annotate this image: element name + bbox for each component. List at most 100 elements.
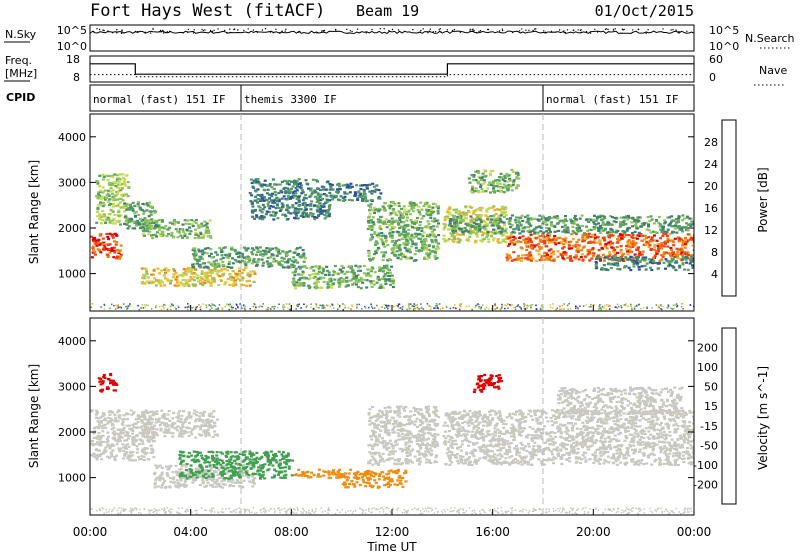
scatter-cell — [99, 425, 103, 428]
ground-scatter — [298, 303, 300, 305]
scatter-cell — [399, 252, 403, 255]
scatter-cell — [370, 285, 374, 288]
scatter-cell — [265, 199, 269, 202]
scatter-cell — [134, 422, 138, 425]
scatter-cell — [329, 279, 333, 282]
scatter-cell — [155, 221, 159, 224]
scatter-cell — [410, 233, 414, 236]
scatter-cell — [673, 237, 677, 240]
scatter-cell — [403, 208, 407, 211]
scatter-cell — [141, 202, 145, 206]
scatter-cell — [432, 250, 436, 253]
scatter-cell — [474, 232, 478, 235]
scatter-cell — [542, 255, 546, 258]
nsearch-point — [501, 29, 504, 32]
scatter-cell — [588, 259, 592, 262]
scatter-cell — [327, 271, 331, 274]
ground-scatter — [217, 307, 219, 309]
scatter-cell — [524, 242, 528, 245]
ground-scatter — [454, 304, 456, 306]
ground-scatter — [91, 303, 94, 305]
scatter-cell — [107, 416, 111, 419]
scatter-cell — [118, 249, 122, 252]
scatter-cell — [314, 265, 318, 268]
scatter-cell — [343, 191, 347, 194]
scatter-cell — [391, 282, 395, 285]
scatter-cell — [547, 217, 551, 220]
scatter-cell — [137, 201, 140, 204]
scatter-cell — [632, 265, 636, 268]
scatter-cell — [684, 239, 687, 242]
ground-scatter — [552, 307, 554, 309]
scatter-cell — [373, 271, 377, 274]
scatter-cell — [499, 220, 503, 223]
scatter-cell — [477, 225, 481, 228]
scatter-cell — [504, 227, 508, 230]
scatter-cell — [649, 215, 653, 218]
scatter-cell — [328, 212, 332, 215]
scatter-cell — [419, 201, 423, 204]
ground-scatter — [511, 304, 513, 306]
scatter-cell — [594, 219, 598, 222]
scatter-cell — [95, 454, 99, 457]
scatter-cell — [564, 236, 568, 239]
scatter-cell — [179, 234, 183, 237]
scatter-cell — [121, 199, 125, 202]
scatter-cell — [603, 259, 606, 262]
scatter-cell — [198, 263, 202, 266]
scatter-cell — [315, 209, 319, 212]
scatter-cell — [490, 218, 493, 221]
scatter-cell — [475, 228, 479, 231]
scatter-cell — [476, 182, 480, 185]
scatter-cell — [530, 255, 534, 258]
scatter-cell — [245, 257, 249, 260]
scatter-cell — [576, 247, 579, 250]
scatter-cell — [463, 212, 467, 215]
scatter-cell — [263, 189, 267, 192]
scatter-cell — [619, 257, 622, 260]
scatter-cell — [152, 227, 156, 230]
nsearch-point — [316, 32, 318, 34]
scatter-cell — [543, 220, 547, 223]
scatter-cell — [461, 233, 465, 236]
scatter-cell — [371, 221, 375, 224]
scatter-cell — [550, 224, 553, 227]
scatter-cell — [309, 208, 313, 211]
scatter-cell — [286, 251, 289, 254]
scatter-cell — [400, 221, 404, 224]
scatter-cell — [540, 217, 544, 221]
scatter-cell — [283, 213, 287, 216]
scatter-cell — [525, 237, 529, 240]
scatter-cell — [673, 227, 677, 230]
scatter-cell — [383, 264, 386, 268]
scatter-cell — [421, 235, 425, 238]
scatter-cell — [376, 275, 380, 279]
scatter-cell — [616, 262, 619, 265]
scatter-cell — [478, 214, 482, 217]
scatter-cell — [511, 170, 515, 173]
scatter-cell — [139, 225, 143, 228]
scatter-cell — [117, 180, 121, 183]
scatter-cell — [147, 215, 151, 218]
nsearch-point — [391, 28, 394, 31]
scatter-cell — [99, 189, 103, 192]
scatter-cell — [122, 206, 126, 209]
cpid-segments: normal (fast) 151 IF themis 3300 IF normal… — [93, 85, 678, 111]
scatter-cell — [149, 220, 153, 223]
scatter-cell — [411, 222, 415, 225]
scatter-cell — [111, 183, 115, 187]
scatter-cell — [172, 223, 176, 226]
scatter-cell — [135, 426, 139, 429]
scatter-cell — [680, 251, 684, 254]
scatter-cell — [482, 237, 486, 240]
scatter-cell — [553, 215, 557, 218]
freq-tick-bottom: 8 — [73, 71, 80, 84]
nsearch-point — [469, 28, 471, 31]
scatter-cell — [684, 241, 688, 244]
scatter-cell — [194, 252, 198, 255]
scatter-cell — [267, 250, 271, 253]
scatter-cell — [101, 214, 105, 217]
scatter-cell — [484, 228, 488, 231]
scatter-cell — [159, 279, 163, 282]
ground-scatter — [163, 307, 165, 309]
